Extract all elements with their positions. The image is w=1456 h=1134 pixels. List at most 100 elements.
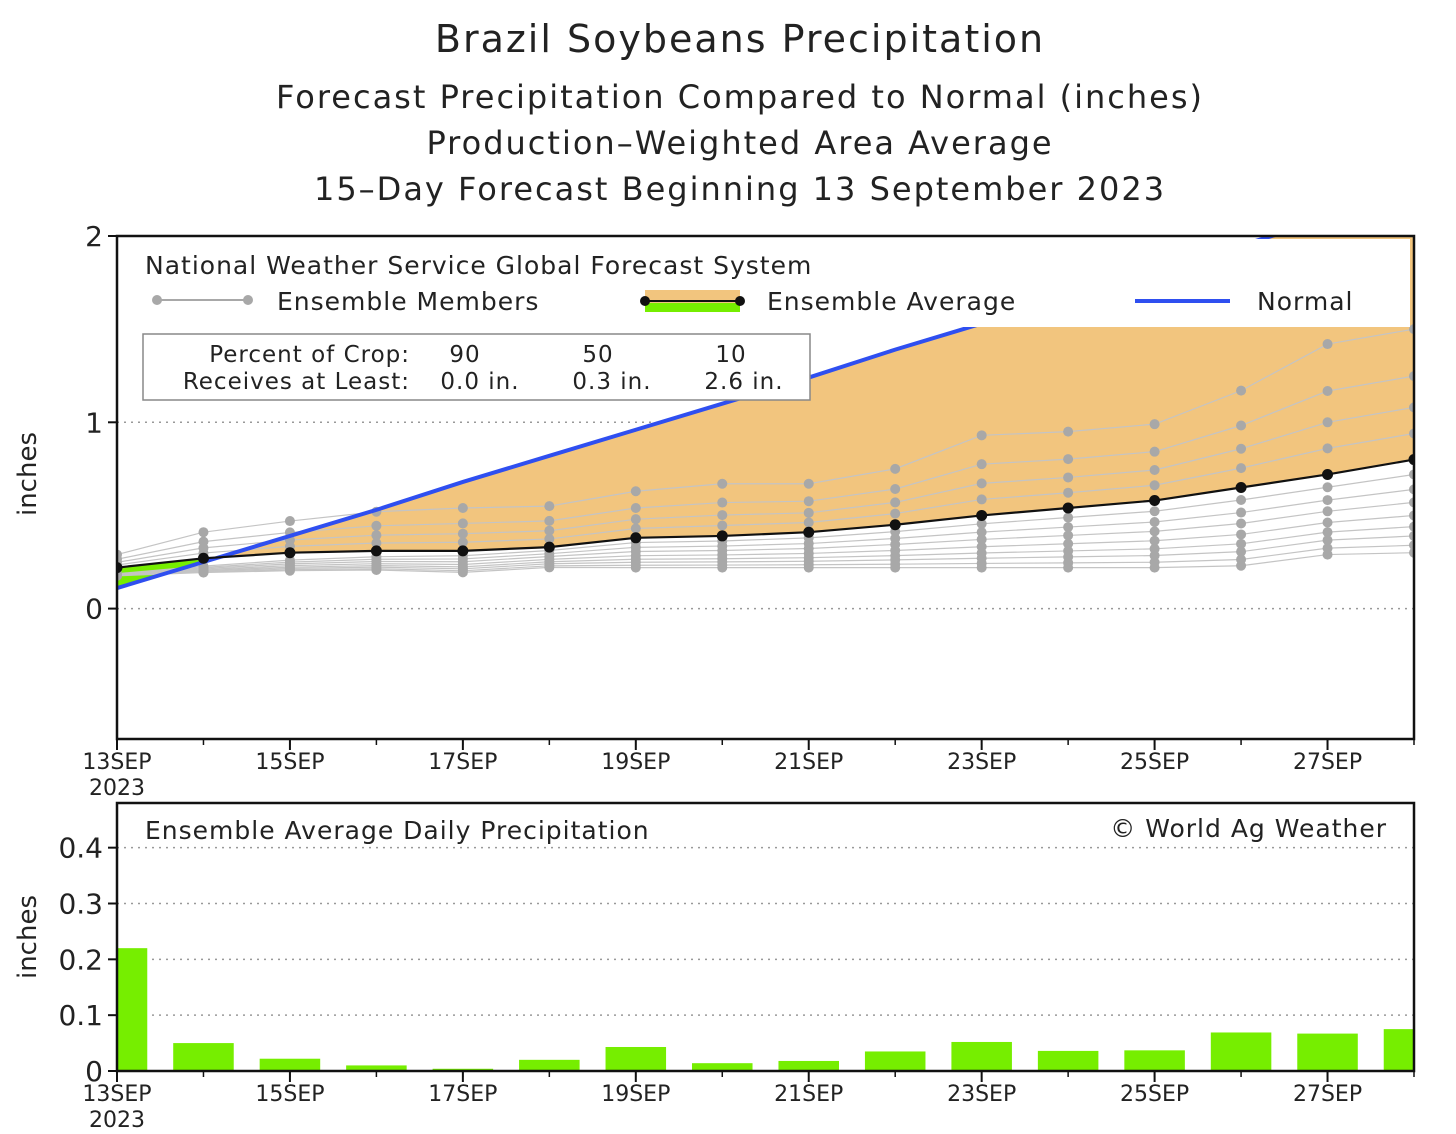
ensemble-member-point (1063, 454, 1074, 465)
percent-row2-label: Receives at Least: (183, 369, 410, 395)
ensemble-member-point (890, 483, 901, 494)
cumulative-ytick-label: 2 (85, 220, 103, 253)
ensemble-member-point (1063, 487, 1074, 498)
ensemble-member-point (1322, 535, 1333, 546)
legend-normal-label: Normal (1257, 287, 1353, 316)
daily-bar (864, 1051, 926, 1071)
daily-xtick-label: 23SEP (947, 1082, 1016, 1107)
ensemble-member-point (803, 496, 814, 507)
cumulative-ytick-label: 0 (85, 593, 103, 626)
chart-subtitle-2: Production–Weighted Area Average (426, 124, 1053, 162)
ensemble-member-point (1063, 426, 1074, 437)
ensemble-member-point (457, 502, 468, 513)
ensemble-average-point (117, 562, 123, 574)
ensemble-average-point (284, 547, 296, 559)
ensemble-member-point (1322, 482, 1333, 493)
ensemble-member-point (1236, 538, 1247, 549)
daily-bar (259, 1058, 321, 1071)
ensemble-member-line (117, 544, 1414, 577)
ensemble-member-point (1149, 543, 1160, 554)
ensemble-member-line (117, 375, 1414, 560)
ensemble-member-line (117, 535, 1414, 576)
ensemble-member-point (630, 523, 641, 534)
daily-ytick-label: 0.4 (58, 832, 103, 865)
daily-ytick-label: 0.3 (58, 888, 103, 921)
ensemble-member-line (117, 432, 1414, 566)
daily-credit: © World Ag Weather (1110, 814, 1387, 843)
daily-bar (951, 1041, 1012, 1071)
daily-xtick-label: 19SEP (601, 1082, 670, 1107)
chart-subtitle-1: Forecast Precipitation Compared to Norma… (276, 78, 1204, 116)
ensemble-member-point (198, 536, 209, 547)
ensemble-member-point (198, 527, 209, 538)
ensemble-average-point (889, 519, 901, 531)
ensemble-member-point (1149, 517, 1160, 528)
ensemble-member-line (117, 501, 1414, 576)
cumulative-ytick-label: 1 (85, 406, 103, 439)
ensemble-member-point (803, 517, 814, 528)
ensemble-member-point (630, 486, 641, 497)
ensemble-member-point (976, 494, 987, 505)
ensemble-member-point (371, 538, 382, 549)
daily-bar (1383, 1029, 1414, 1071)
ensemble-member-point (284, 516, 295, 527)
ensemble-member-point (457, 528, 468, 539)
ensemble-member-point (890, 508, 901, 519)
ensemble-member-point (1236, 495, 1247, 506)
ensemble-member-point (1322, 385, 1333, 396)
daily-bars (117, 948, 1414, 1071)
ensemble-average-point (370, 545, 382, 557)
ensemble-average-series (117, 454, 1414, 574)
daily-bar (1124, 1050, 1185, 1071)
ensemble-member-point (371, 530, 382, 541)
ensemble-average-line (117, 458, 1414, 569)
daily-title: Ensemble Average Daily Precipitation (145, 816, 650, 845)
percent-90: 90 (449, 342, 480, 368)
daily-xtick-label: 27SEP (1293, 1082, 1362, 1107)
ensemble-member-point (1322, 339, 1333, 350)
ensemble-member-point (890, 533, 901, 544)
percent-table: Percent of Crop: Receives at Least: 90 5… (142, 333, 811, 401)
chart-title: Brazil Soybeans Precipitation (435, 17, 1045, 61)
cumulative-ylabel: inches (13, 432, 43, 516)
legend-average-label: Ensemble Average (767, 287, 1016, 316)
ensemble-member-point (1063, 512, 1074, 523)
ensemble-member-point (630, 502, 641, 513)
ensemble-member-point (1063, 522, 1074, 533)
amount-50: 0.3 in. (572, 369, 651, 395)
ensemble-member-point (717, 510, 728, 521)
ensemble-member-point (1149, 419, 1160, 430)
ensemble-member-point (1063, 545, 1074, 556)
ensemble-member-point (976, 478, 987, 489)
ensemble-member-point (1236, 546, 1247, 557)
percent-table-box (142, 333, 811, 401)
ensemble-average-point (1322, 468, 1334, 480)
ensemble-member-point (1322, 417, 1333, 428)
ensemble-member-point (1236, 554, 1247, 565)
legend-background (120, 239, 1410, 327)
daily-bar (346, 1065, 407, 1071)
ensemble-member-point (1149, 464, 1160, 475)
ensemble-member-line (117, 514, 1414, 576)
ensemble-member-point (976, 430, 987, 441)
ensemble-member-point (1322, 517, 1333, 528)
cumulative-panel: National Weather Service Global Forecast… (13, 220, 1416, 801)
daily-xtick-label: 15SEP (255, 1082, 324, 1107)
ensemble-member-point (1236, 463, 1247, 474)
daily-bar (778, 1060, 839, 1071)
ensemble-member-point (717, 478, 728, 489)
ensemble-member-point (1236, 385, 1247, 396)
daily-ylabel: inches (13, 895, 43, 979)
daily-xtick-label: 21SEP (774, 1082, 843, 1107)
ensemble-member-point (1063, 472, 1074, 483)
ensemble-member-point (1322, 543, 1333, 554)
ensemble-member-point (371, 520, 382, 531)
cumulative-xtick-label: 17SEP (428, 750, 497, 775)
ensemble-member-line (117, 552, 1414, 577)
ensemble-member-point (976, 527, 987, 538)
daily-plot-frame (115, 801, 1416, 1073)
legend-members-swatch (152, 295, 253, 305)
legend: National Weather Service Global Forecast… (120, 239, 1410, 327)
ensemble-average-point (630, 532, 642, 544)
ensemble-member-point (976, 534, 987, 545)
